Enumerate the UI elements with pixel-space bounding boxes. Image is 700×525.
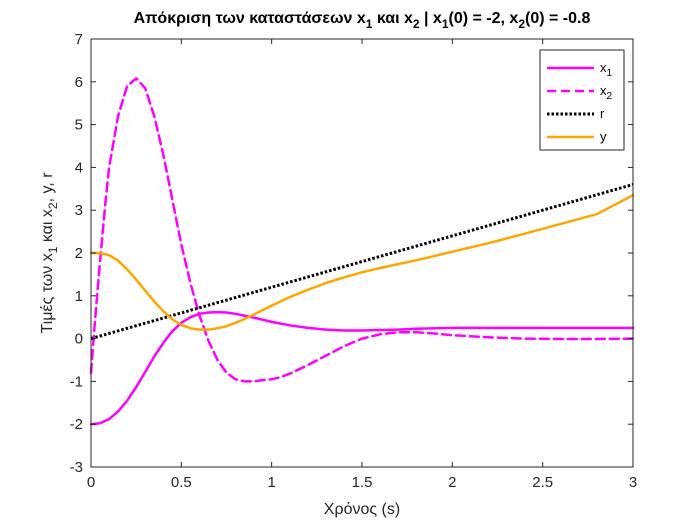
x-tick-label: 2.5: [532, 474, 553, 491]
x-tick-label: 2: [448, 474, 456, 491]
series-line-2: [89, 77, 635, 383]
chart-title: Απόκριση των καταστάσεων x1 και x2 | x1(…: [134, 10, 591, 31]
series-line-3: [90, 183, 634, 341]
x-tick-label: 3: [629, 474, 637, 491]
x-axis-label: Χρόνος (s): [324, 501, 400, 518]
x-tick-label: 0: [87, 474, 95, 491]
y-axis-label: Τιμές των x1 και x2, y, r: [39, 172, 60, 334]
axes-box: [90, 38, 634, 468]
y-tick-label: 6: [75, 74, 83, 91]
x-tick-label: 0.5: [171, 474, 192, 491]
y-tick-label: -2: [70, 416, 83, 433]
y-tick-label: -3: [70, 459, 83, 476]
y-tick-label: 0: [75, 331, 83, 348]
series-layer: [89, 77, 635, 426]
y-tick-label: -1: [70, 373, 83, 390]
series-line-1: [89, 310, 635, 426]
legend: x1 x2 ry: [539, 49, 625, 151]
y-tick-label: 1: [75, 288, 83, 305]
y-tick-label: 7: [75, 31, 83, 48]
legend-label-1: x1: [600, 60, 613, 79]
y-tick-label: 2: [75, 245, 83, 262]
y-tick-label: 4: [75, 159, 83, 176]
y-tick-label: 3: [75, 202, 83, 219]
x-tick-label: 1: [267, 474, 275, 491]
legend-label-4: y: [600, 129, 607, 144]
legend-box: [539, 49, 625, 151]
x-tick-label: 1.5: [352, 474, 373, 491]
series-line-4: [89, 193, 635, 331]
ticks-layer: 0 0.5 1 1.5 2 2.5 3 -3 -2 -1 0 1 2 3 4 5 6 7: [70, 31, 638, 491]
legend-label-3: r: [600, 106, 605, 121]
y-tick-label: 5: [75, 117, 83, 134]
legend-items: x1 x2 ry: [547, 60, 613, 144]
legend-label-2: x2: [600, 83, 613, 102]
